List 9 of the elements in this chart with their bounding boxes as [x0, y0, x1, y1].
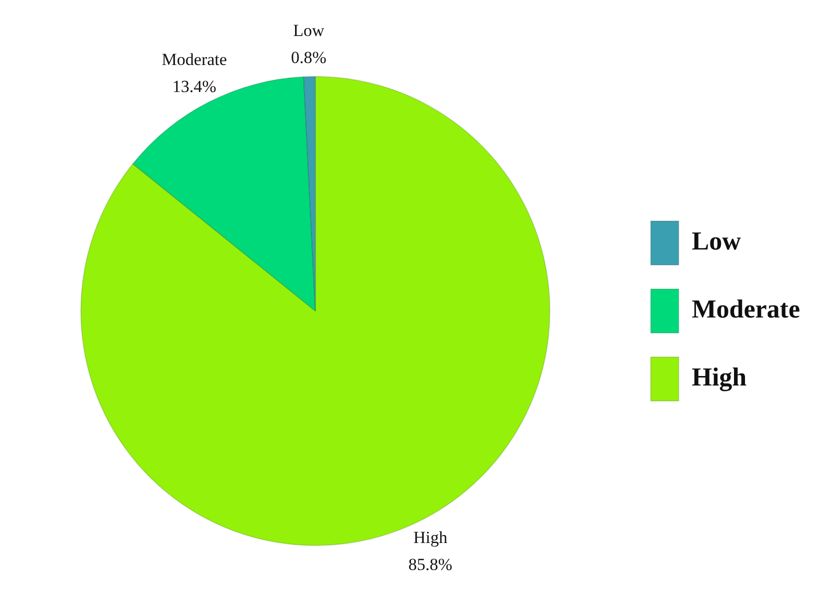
slice-label: Moderate [162, 50, 227, 70]
legend-label: Moderate [692, 294, 800, 324]
data-label: 13.4% [172, 77, 216, 96]
slice-label: Low [293, 21, 325, 40]
legend-label: High [692, 362, 748, 392]
data-label: 85.8% [408, 554, 452, 574]
data-label: 0.8% [290, 48, 326, 68]
slice-label: High [413, 528, 448, 547]
legend-label: Low [692, 226, 742, 256]
